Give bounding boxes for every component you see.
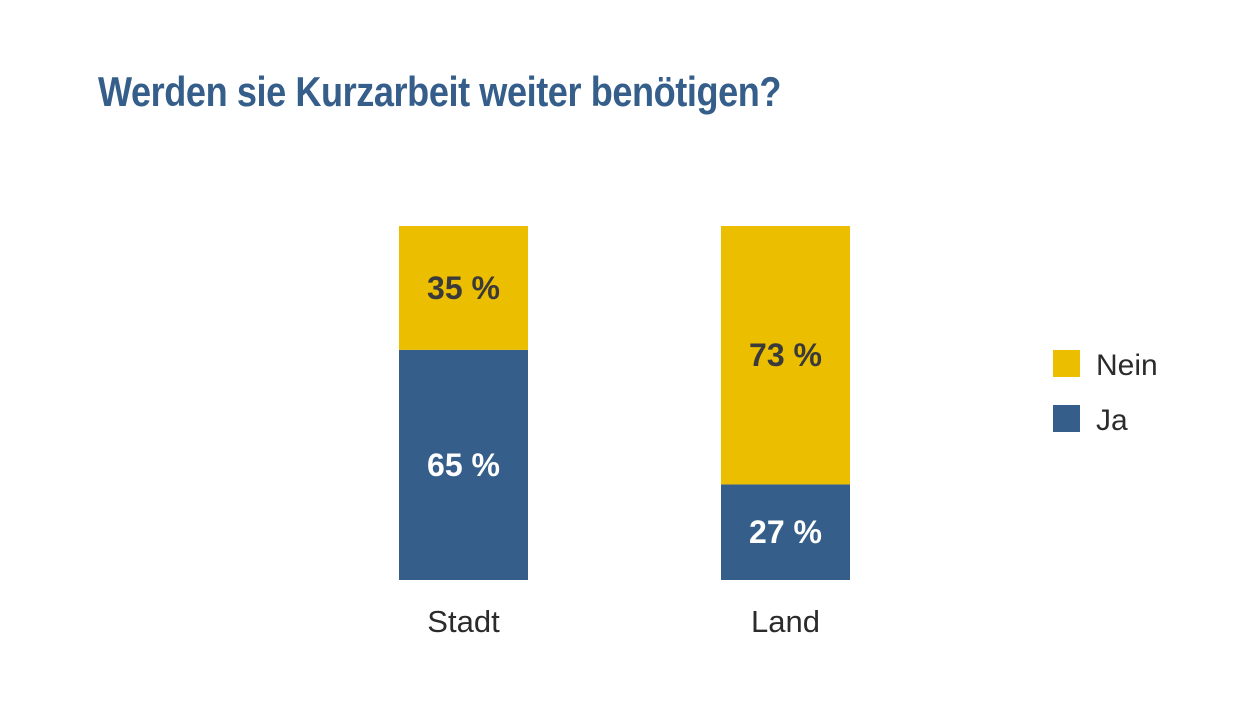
- data-label-ja-land: 27 %: [749, 514, 822, 550]
- bar-segment-ja-stadt: [399, 349, 528, 580]
- bar-segment-nein-land: [721, 226, 850, 485]
- legend-label-nein: Nein: [1096, 349, 1158, 382]
- data-label-ja-stadt: 65 %: [427, 447, 500, 483]
- legend-swatch-nein: [1053, 350, 1080, 377]
- category-label-stadt: Stadt: [427, 604, 500, 639]
- legend-swatch-ja: [1053, 405, 1080, 432]
- data-label-nein-stadt: 35 %: [427, 270, 500, 306]
- chart-title: Werden sie Kurzarbeit weiter benötigen?: [98, 68, 782, 115]
- category-label-land: Land: [751, 604, 820, 639]
- data-label-nein-land: 73 %: [749, 337, 822, 373]
- legend-label-ja: Ja: [1096, 404, 1128, 437]
- bar-segment-ja-land: [721, 484, 850, 580]
- bar-segment-nein-stadt: [399, 226, 528, 350]
